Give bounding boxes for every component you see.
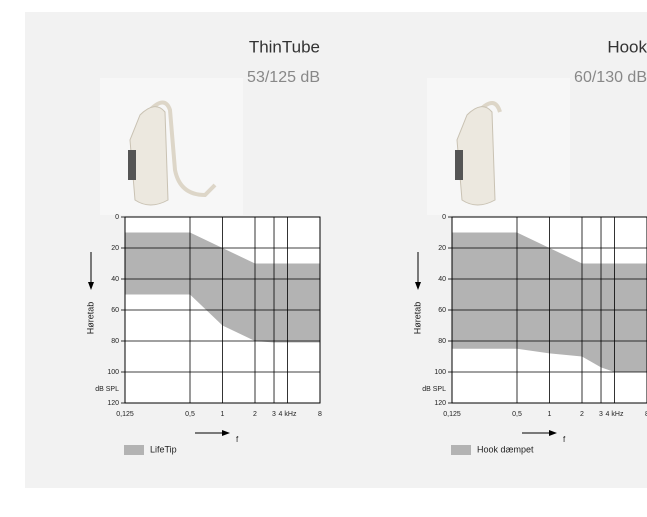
x-tick-label: 1 <box>221 411 225 418</box>
arrow-head <box>222 430 230 436</box>
legend-label: LifeTip <box>150 444 177 454</box>
y-tick-label: 80 <box>111 338 119 345</box>
plot-border <box>451 216 647 404</box>
x-tick-label: 0,125 <box>116 411 134 418</box>
y-tick-label: 120 <box>434 400 446 407</box>
x-tick-label: 0,5 <box>185 411 195 418</box>
y-tick-label: 100 <box>107 369 119 376</box>
y-tick-label: 40 <box>111 276 119 283</box>
plot-border <box>124 216 321 404</box>
x-tick-label: 8 <box>318 411 322 418</box>
legend-swatch <box>451 445 471 455</box>
x-tick-label: 3 <box>599 411 603 418</box>
y-tick-label: 60 <box>438 307 446 314</box>
y-tick-label: 0 <box>115 214 119 221</box>
product-image <box>427 78 570 215</box>
x-tick-label: 1 <box>548 411 552 418</box>
y-axis-label: Høretab <box>412 302 422 335</box>
chart-title: Hook <box>607 37 647 56</box>
y-axis-label: Høretab <box>85 302 95 335</box>
x-tick-label: 3 <box>272 411 276 418</box>
x-tick-label: 0,5 <box>512 411 522 418</box>
chart-subtitle: 53/125 dB <box>247 69 320 86</box>
x-tick-label: 2 <box>580 411 584 418</box>
y-tick-label: 20 <box>438 245 446 252</box>
x-tick-label: 0,125 <box>443 411 461 418</box>
legend-swatch <box>124 445 144 455</box>
arrow-head <box>549 430 557 436</box>
chart: ThinTube 53/125 dB LifeTip 0 20 40 60 80 100 120 d… <box>85 37 322 455</box>
y-tick-label: 120 <box>107 400 119 407</box>
chart-title: ThinTube <box>249 37 320 56</box>
x-axis-label: f <box>236 435 239 444</box>
y-tick-label: 0 <box>442 214 446 221</box>
y-tick-label: 40 <box>438 276 446 283</box>
y-unit: dB SPL <box>422 386 446 393</box>
x-tick-label: 2 <box>253 411 257 418</box>
arrow-head <box>415 282 421 290</box>
y-unit: dB SPL <box>95 386 119 393</box>
y-tick-label: 80 <box>438 338 446 345</box>
x-axis-label: f <box>563 435 566 444</box>
y-tick-label: 20 <box>111 245 119 252</box>
legend-label: Hook dæmpet <box>477 444 534 454</box>
x-tick-label: 4 kHz <box>606 411 624 418</box>
x-tick-label: 8 <box>645 411 647 418</box>
chart-subtitle: 60/130 dB <box>574 69 647 86</box>
y-tick-label: 60 <box>111 307 119 314</box>
y-tick-label: 100 <box>434 369 446 376</box>
arrow-head <box>88 282 94 290</box>
x-tick-label: 4 kHz <box>279 411 297 418</box>
chart: Hook 60/130 dB Hook dæmpet 0 20 40 60 80 100 120 d… <box>412 37 647 455</box>
product-image <box>100 78 243 215</box>
